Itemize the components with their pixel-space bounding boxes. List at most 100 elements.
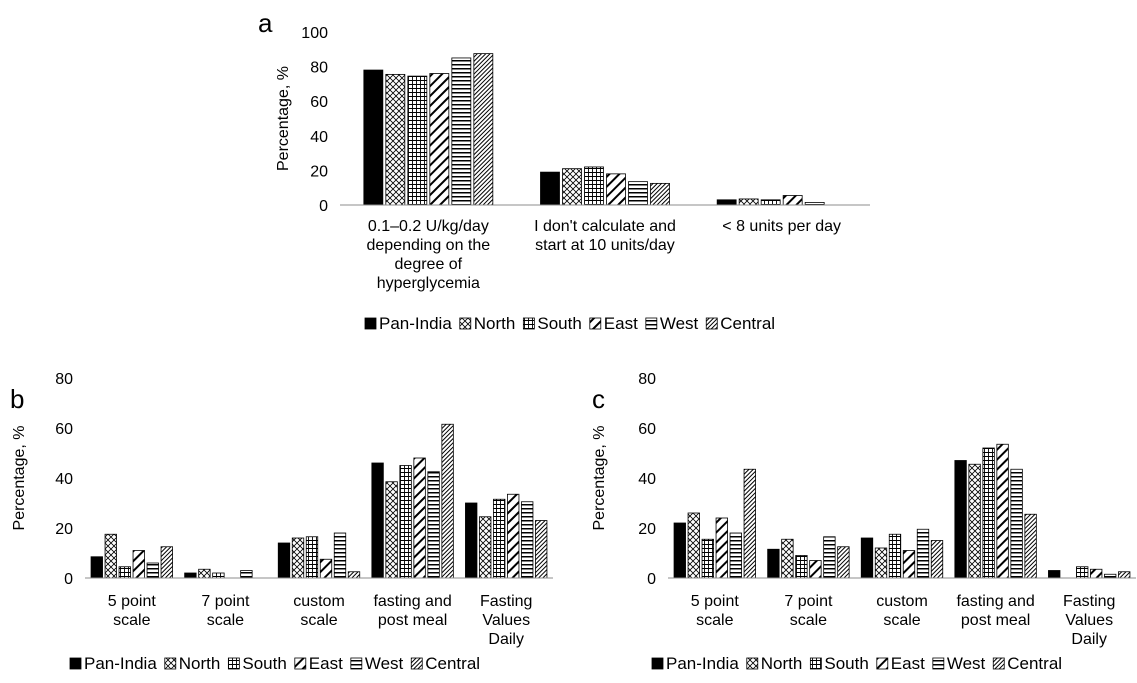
- y-tick-label: 80: [310, 60, 328, 77]
- y-tick-label: 0: [64, 571, 73, 588]
- x-category-label: Daily: [1071, 631, 1107, 648]
- bar-east-0: [132, 550, 145, 579]
- x-category-label: post meal: [961, 612, 1030, 629]
- x-category-label: < 8 units per day: [722, 218, 841, 235]
- bar-west-3: [427, 471, 440, 579]
- panel-label: c: [592, 384, 605, 414]
- legend-label-south: South: [824, 654, 868, 673]
- x-category-label: scale: [790, 612, 827, 629]
- y-tick-label: 0: [647, 571, 656, 588]
- x-category-label: hyperglycemia: [377, 275, 480, 292]
- legend-label-north: North: [474, 314, 516, 333]
- bar-central-1: [650, 182, 670, 206]
- bar-west-3: [1010, 468, 1023, 579]
- bar-north-0: [104, 533, 117, 579]
- y-tick-label: 80: [638, 371, 656, 388]
- bar-pan-india-2: [277, 542, 291, 579]
- bar-pan-india-3: [371, 462, 384, 579]
- bar-south-1: [212, 572, 225, 579]
- bar-pan-india-0: [363, 69, 384, 206]
- bar-west-2: [916, 528, 930, 579]
- y-tick-label: 0: [319, 198, 328, 215]
- x-category-label: 5 point: [108, 593, 157, 610]
- x-category-label: scale: [113, 612, 150, 629]
- bar-south-0: [118, 566, 131, 579]
- bar-east-2: [319, 558, 333, 579]
- bar-west-4: [521, 501, 534, 579]
- x-category-label: degree of: [395, 256, 463, 273]
- x-category-label: 0.1–0.2 U/kg/day: [368, 218, 489, 235]
- x-category-label: scale: [300, 612, 337, 629]
- bar-pan-india-1: [184, 572, 197, 579]
- panel-label: b: [10, 384, 24, 414]
- bar-east-1: [809, 560, 822, 579]
- bar-north-2: [874, 547, 888, 579]
- x-category-label: fasting and: [956, 593, 1034, 610]
- bar-west-1: [240, 570, 253, 579]
- legend-label-pan-india: Pan-India: [84, 654, 157, 673]
- x-category-label: start at 10 units/day: [535, 237, 675, 254]
- bar-pan-india-1: [540, 171, 560, 206]
- chart-panel-c: c Percentage, % 0 20 40 60 80 5 point scale 7 poi…: [591, 371, 1136, 673]
- bar-south-3: [399, 465, 412, 579]
- bar-east-2: [782, 195, 803, 206]
- x-category-label: 7 point: [784, 593, 833, 610]
- legend-swatch-west: [932, 657, 945, 670]
- bar-north-1: [562, 168, 582, 206]
- legend-label-pan-india: Pan-India: [666, 654, 739, 673]
- legend-swatch-north: [459, 317, 472, 330]
- bar-east-3: [413, 457, 426, 579]
- bar-central-0: [743, 468, 756, 579]
- legend-swatch-east: [876, 657, 889, 670]
- bar-south-4: [493, 498, 506, 579]
- y-axis-label: Percentage, %: [11, 426, 28, 531]
- legend-label-central: Central: [425, 654, 480, 673]
- x-category-label: I don't calculate and: [534, 218, 676, 235]
- legend-swatch-south: [809, 657, 822, 670]
- x-category-label: custom: [876, 593, 928, 610]
- x-category-label: Values: [482, 612, 530, 629]
- bar-central-3: [1024, 513, 1037, 579]
- y-tick-label: 40: [55, 471, 73, 488]
- legend-label-south: South: [537, 314, 581, 333]
- bar-east-0: [429, 73, 450, 206]
- y-tick-label: 20: [55, 521, 73, 538]
- x-category-label: Daily: [488, 631, 524, 648]
- y-tick-label: 40: [310, 129, 328, 146]
- x-category-label: post meal: [378, 612, 447, 629]
- x-category-label: fasting and: [373, 593, 451, 610]
- bar-central-0: [473, 53, 494, 206]
- bar-east-0: [715, 517, 728, 579]
- bar-pan-india-4: [465, 502, 478, 579]
- bar-west-0: [451, 57, 472, 206]
- bar-central-3: [441, 423, 454, 579]
- bar-north-3: [385, 481, 398, 579]
- bar-south-2: [305, 536, 319, 579]
- legend-swatch-east: [294, 657, 307, 670]
- bar-north-4: [479, 516, 492, 579]
- bar-east-4: [507, 493, 520, 579]
- legend-label-west: West: [365, 654, 404, 673]
- bar-pan-india-4: [1048, 570, 1061, 579]
- bar-pan-india-3: [954, 460, 967, 579]
- x-category-label: scale: [696, 612, 733, 629]
- bar-east-1: [606, 173, 626, 206]
- panel-label: a: [258, 8, 273, 38]
- y-tick-label: 100: [301, 25, 328, 42]
- legend-swatch-west: [350, 657, 363, 670]
- legend-swatch-north: [746, 657, 759, 670]
- x-category-label: 7 point: [201, 593, 250, 610]
- bar-west-4: [1104, 573, 1117, 579]
- legend-swatch-south: [522, 317, 535, 330]
- bar-west-0: [729, 532, 742, 579]
- legend-label-west: West: [660, 314, 699, 333]
- legend-swatch-pan-india: [651, 657, 664, 670]
- legend-label-east: East: [891, 654, 925, 673]
- y-tick-label: 60: [55, 421, 73, 438]
- legend-label-east: East: [604, 314, 638, 333]
- x-category-label: scale: [207, 612, 244, 629]
- x-category-label: 5 point: [691, 593, 740, 610]
- bar-pan-india-1: [767, 548, 780, 579]
- legend-swatch-central: [410, 657, 423, 670]
